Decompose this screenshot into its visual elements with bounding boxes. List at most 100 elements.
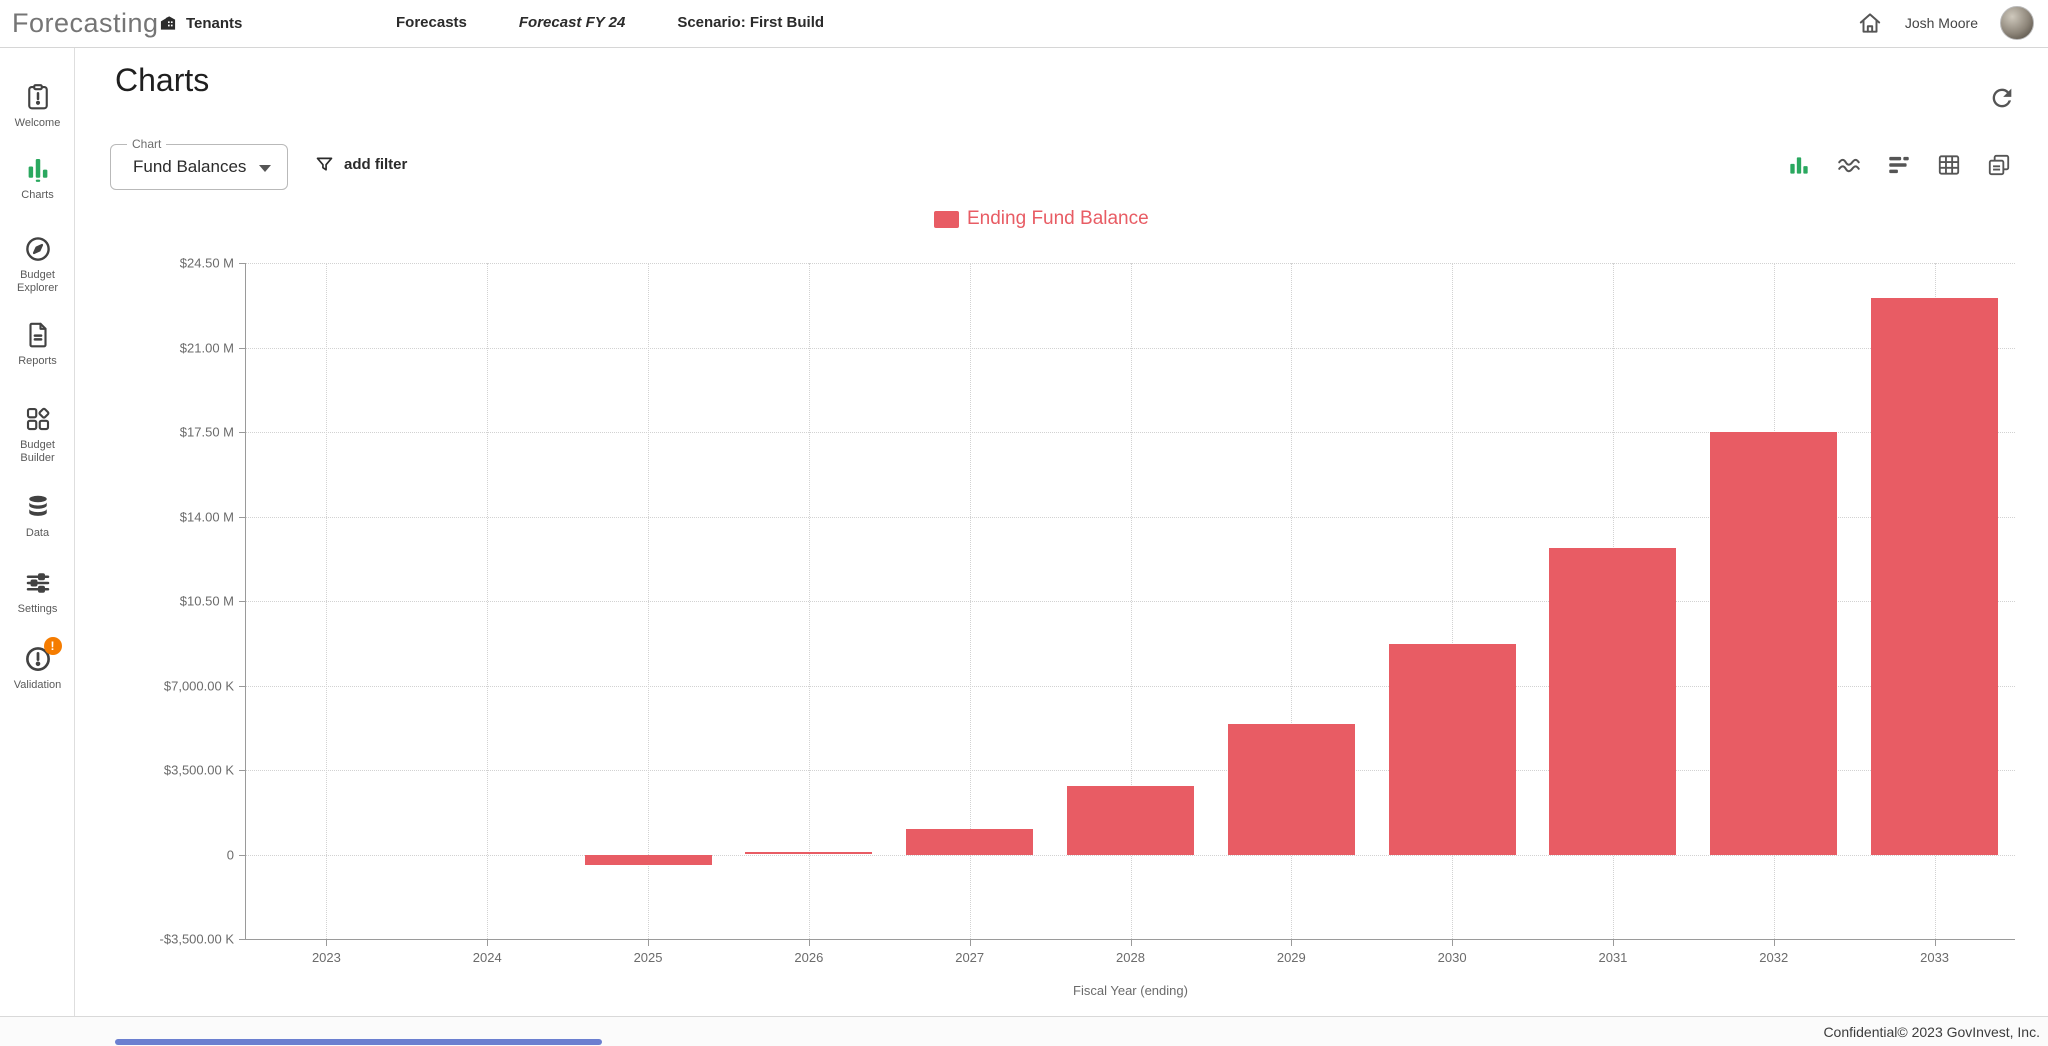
tenants-label: Tenants	[186, 14, 243, 32]
y-tick-label: $3,500.00 K	[163, 762, 234, 778]
x-tick-mark	[969, 939, 971, 946]
sidebar-item-settings[interactable]: Settings	[0, 568, 75, 616]
chart-type-toolbar	[1786, 152, 2012, 178]
chevron-down-icon	[259, 165, 271, 172]
sidebar-item-data[interactable]: Data	[0, 492, 75, 540]
x-gridline	[648, 263, 650, 939]
x-tick-mark	[487, 939, 489, 946]
bar-2033[interactable]	[1871, 298, 1999, 856]
sidebar-item-charts[interactable]: Charts	[0, 154, 75, 202]
grid-diamond-icon	[23, 404, 53, 434]
filter-funnel-icon	[314, 154, 335, 175]
x-tick-label: 2028	[1116, 950, 1145, 965]
sidebar-item-label: Validation	[13, 679, 62, 691]
x-tick-label: 2026	[794, 950, 824, 965]
clipboard-alert-icon	[23, 82, 53, 112]
y-tick-mark	[239, 854, 246, 856]
refresh-icon[interactable]	[1988, 84, 2016, 112]
horizontal-bar-type-icon[interactable]	[1886, 152, 1912, 178]
x-gridline	[969, 263, 971, 939]
page-title: Charts	[115, 62, 210, 98]
x-tick-mark	[1452, 939, 1454, 946]
x-gridline	[1130, 263, 1132, 939]
y-tick-label: $10.50 M	[179, 593, 234, 609]
validation-badge: !	[43, 637, 62, 655]
nav-forecast-fy24[interactable]: Forecast FY 24	[518, 14, 626, 31]
copy-chart-icon[interactable]	[1986, 152, 2012, 178]
bar-2026[interactable]	[745, 852, 873, 855]
y-tick-mark	[239, 939, 246, 940]
y-tick-label: $14.00 M	[179, 509, 234, 524]
nav-forecasts[interactable]: Forecasts	[396, 14, 467, 31]
y-tick-label: $17.50 M	[179, 424, 234, 440]
x-tick-label: 2031	[1598, 950, 1628, 965]
x-tick-mark	[1612, 939, 1614, 946]
x-gridline	[1452, 263, 1454, 939]
line-chart-type-icon[interactable]	[1836, 152, 1862, 178]
y-tick-label: -$3,500.00 K	[159, 931, 234, 947]
footer-confidential-text: Confidential© 2023 GovInvest, Inc.	[1823, 1023, 2040, 1040]
building-icon	[158, 13, 178, 33]
y-tick-mark	[239, 432, 246, 433]
bar-2025[interactable]	[584, 854, 712, 865]
main-content: Charts Chart Fund Balances add filter En…	[76, 48, 2048, 1016]
chart-plot-area: Fiscal Year (ending) -$3,500.00 K 0 $3,500…	[160, 256, 2015, 998]
sidebar-item-label: Data	[25, 527, 50, 539]
sidebar-item-label: Budget Explorer	[17, 269, 58, 294]
table-view-icon[interactable]	[1936, 152, 1962, 178]
top-right-group: Josh Moore	[1857, 6, 2034, 40]
top-nav: Forecasts Forecast FY 24 Scenario: First…	[396, 14, 824, 31]
bar-2031[interactable]	[1549, 547, 1677, 855]
x-tick-mark	[808, 939, 810, 946]
sidebar-item-label: Welcome	[14, 117, 61, 129]
add-filter-label: add filter	[344, 156, 408, 173]
sidebar: Welcome Charts Budget Explorer Reports Budge…	[0, 48, 75, 1016]
chart-legend[interactable]: Ending Fund Balance	[934, 208, 1149, 230]
bar-2030[interactable]	[1388, 644, 1516, 855]
bar-2028[interactable]	[1066, 785, 1194, 855]
top-bar: Forecasting Tenants Forecasts Forecast F…	[0, 0, 2048, 48]
chart-select-label: Chart	[127, 137, 167, 151]
horizontal-scrollbar-thumb[interactable]	[115, 1039, 602, 1045]
bar-chart-type-icon[interactable]	[1786, 152, 1812, 178]
tenants-button[interactable]: Tenants	[158, 13, 242, 33]
y-tick-label: $21.00 M	[179, 340, 234, 355]
bar-2029[interactable]	[1227, 724, 1355, 855]
x-tick-label: 2023	[311, 950, 341, 965]
x-tick-mark	[1130, 939, 1132, 946]
x-tick-mark	[648, 939, 650, 946]
y-tick-label: $7,000.00 K	[163, 678, 234, 693]
home-icon[interactable]	[1857, 10, 1883, 36]
add-filter-button[interactable]: add filter	[314, 154, 407, 175]
sidebar-item-label: Settings	[17, 603, 58, 615]
user-name[interactable]: Josh Moore	[1904, 15, 1978, 31]
x-tick-mark	[1934, 939, 1936, 946]
user-avatar[interactable]	[2000, 6, 2034, 40]
bar-2027[interactable]	[906, 828, 1034, 855]
sidebar-item-label: Charts	[21, 189, 54, 201]
bar-2032[interactable]	[1710, 432, 1838, 856]
sidebar-item-welcome[interactable]: Welcome	[0, 82, 75, 130]
x-tick-label: 2024	[472, 950, 502, 965]
sidebar-item-budget-builder[interactable]: Budget Builder	[0, 404, 75, 465]
y-tick-mark	[239, 516, 246, 518]
legend-marker	[934, 210, 959, 228]
sidebar-item-reports[interactable]: Reports	[0, 320, 75, 368]
y-tick-mark	[239, 263, 246, 264]
x-tick-mark	[326, 939, 328, 946]
sidebar-item-validation[interactable]: ! Validation	[0, 637, 75, 692]
nav-scenario[interactable]: Scenario: First Build	[677, 14, 825, 31]
chart-select-dropdown[interactable]: Chart Fund Balances	[110, 137, 288, 190]
chart-select-value: Fund Balances	[133, 157, 247, 176]
y-tick-label: 0	[226, 847, 234, 862]
database-icon	[23, 492, 53, 522]
x-tick-mark	[1773, 939, 1775, 946]
x-tick-label: 2027	[955, 950, 985, 965]
sidebar-item-budget-explorer[interactable]: Budget Explorer	[0, 234, 75, 295]
legend-label: Ending Fund Balance	[967, 208, 1149, 229]
document-icon	[23, 320, 53, 350]
y-tick-mark	[239, 347, 246, 349]
y-tick-mark	[239, 770, 246, 771]
x-tick-label: 2029	[1276, 950, 1306, 965]
x-tick-mark	[1291, 939, 1293, 946]
